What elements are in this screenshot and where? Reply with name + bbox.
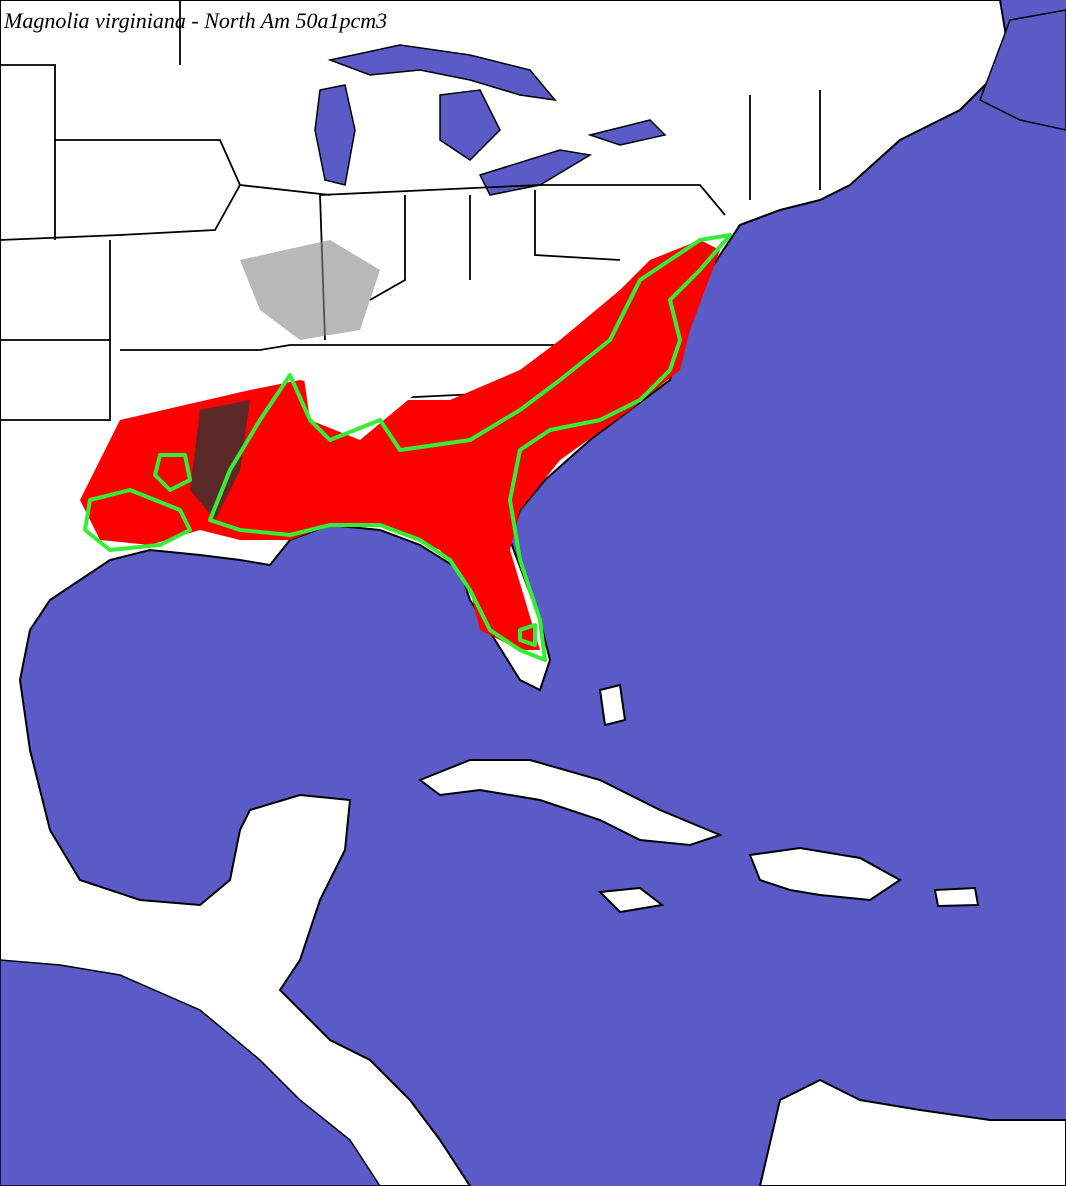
native-range — [83, 233, 732, 662]
lake-erie — [478, 149, 593, 196]
atlantic-north — [979, 9, 1066, 131]
bahamas — [598, 683, 627, 727]
cuba — [417, 759, 723, 847]
hispaniola — [748, 846, 902, 902]
map-title: Magnolia virginiana - North Am 50a1pcm3 — [3, 8, 387, 33]
jamaica — [597, 886, 665, 914]
gray-area — [240, 240, 380, 340]
pacific — [0, 959, 381, 1186]
puerto-rico — [933, 886, 980, 908]
lake-michigan — [314, 84, 356, 186]
dark-area — [190, 400, 250, 520]
south-america — [758, 1078, 1066, 1186]
lake-ontario — [587, 119, 667, 146]
white-gap — [300, 350, 420, 440]
suitable-area — [80, 240, 720, 650]
lake-huron — [439, 89, 501, 161]
lake-superior — [327, 44, 557, 102]
